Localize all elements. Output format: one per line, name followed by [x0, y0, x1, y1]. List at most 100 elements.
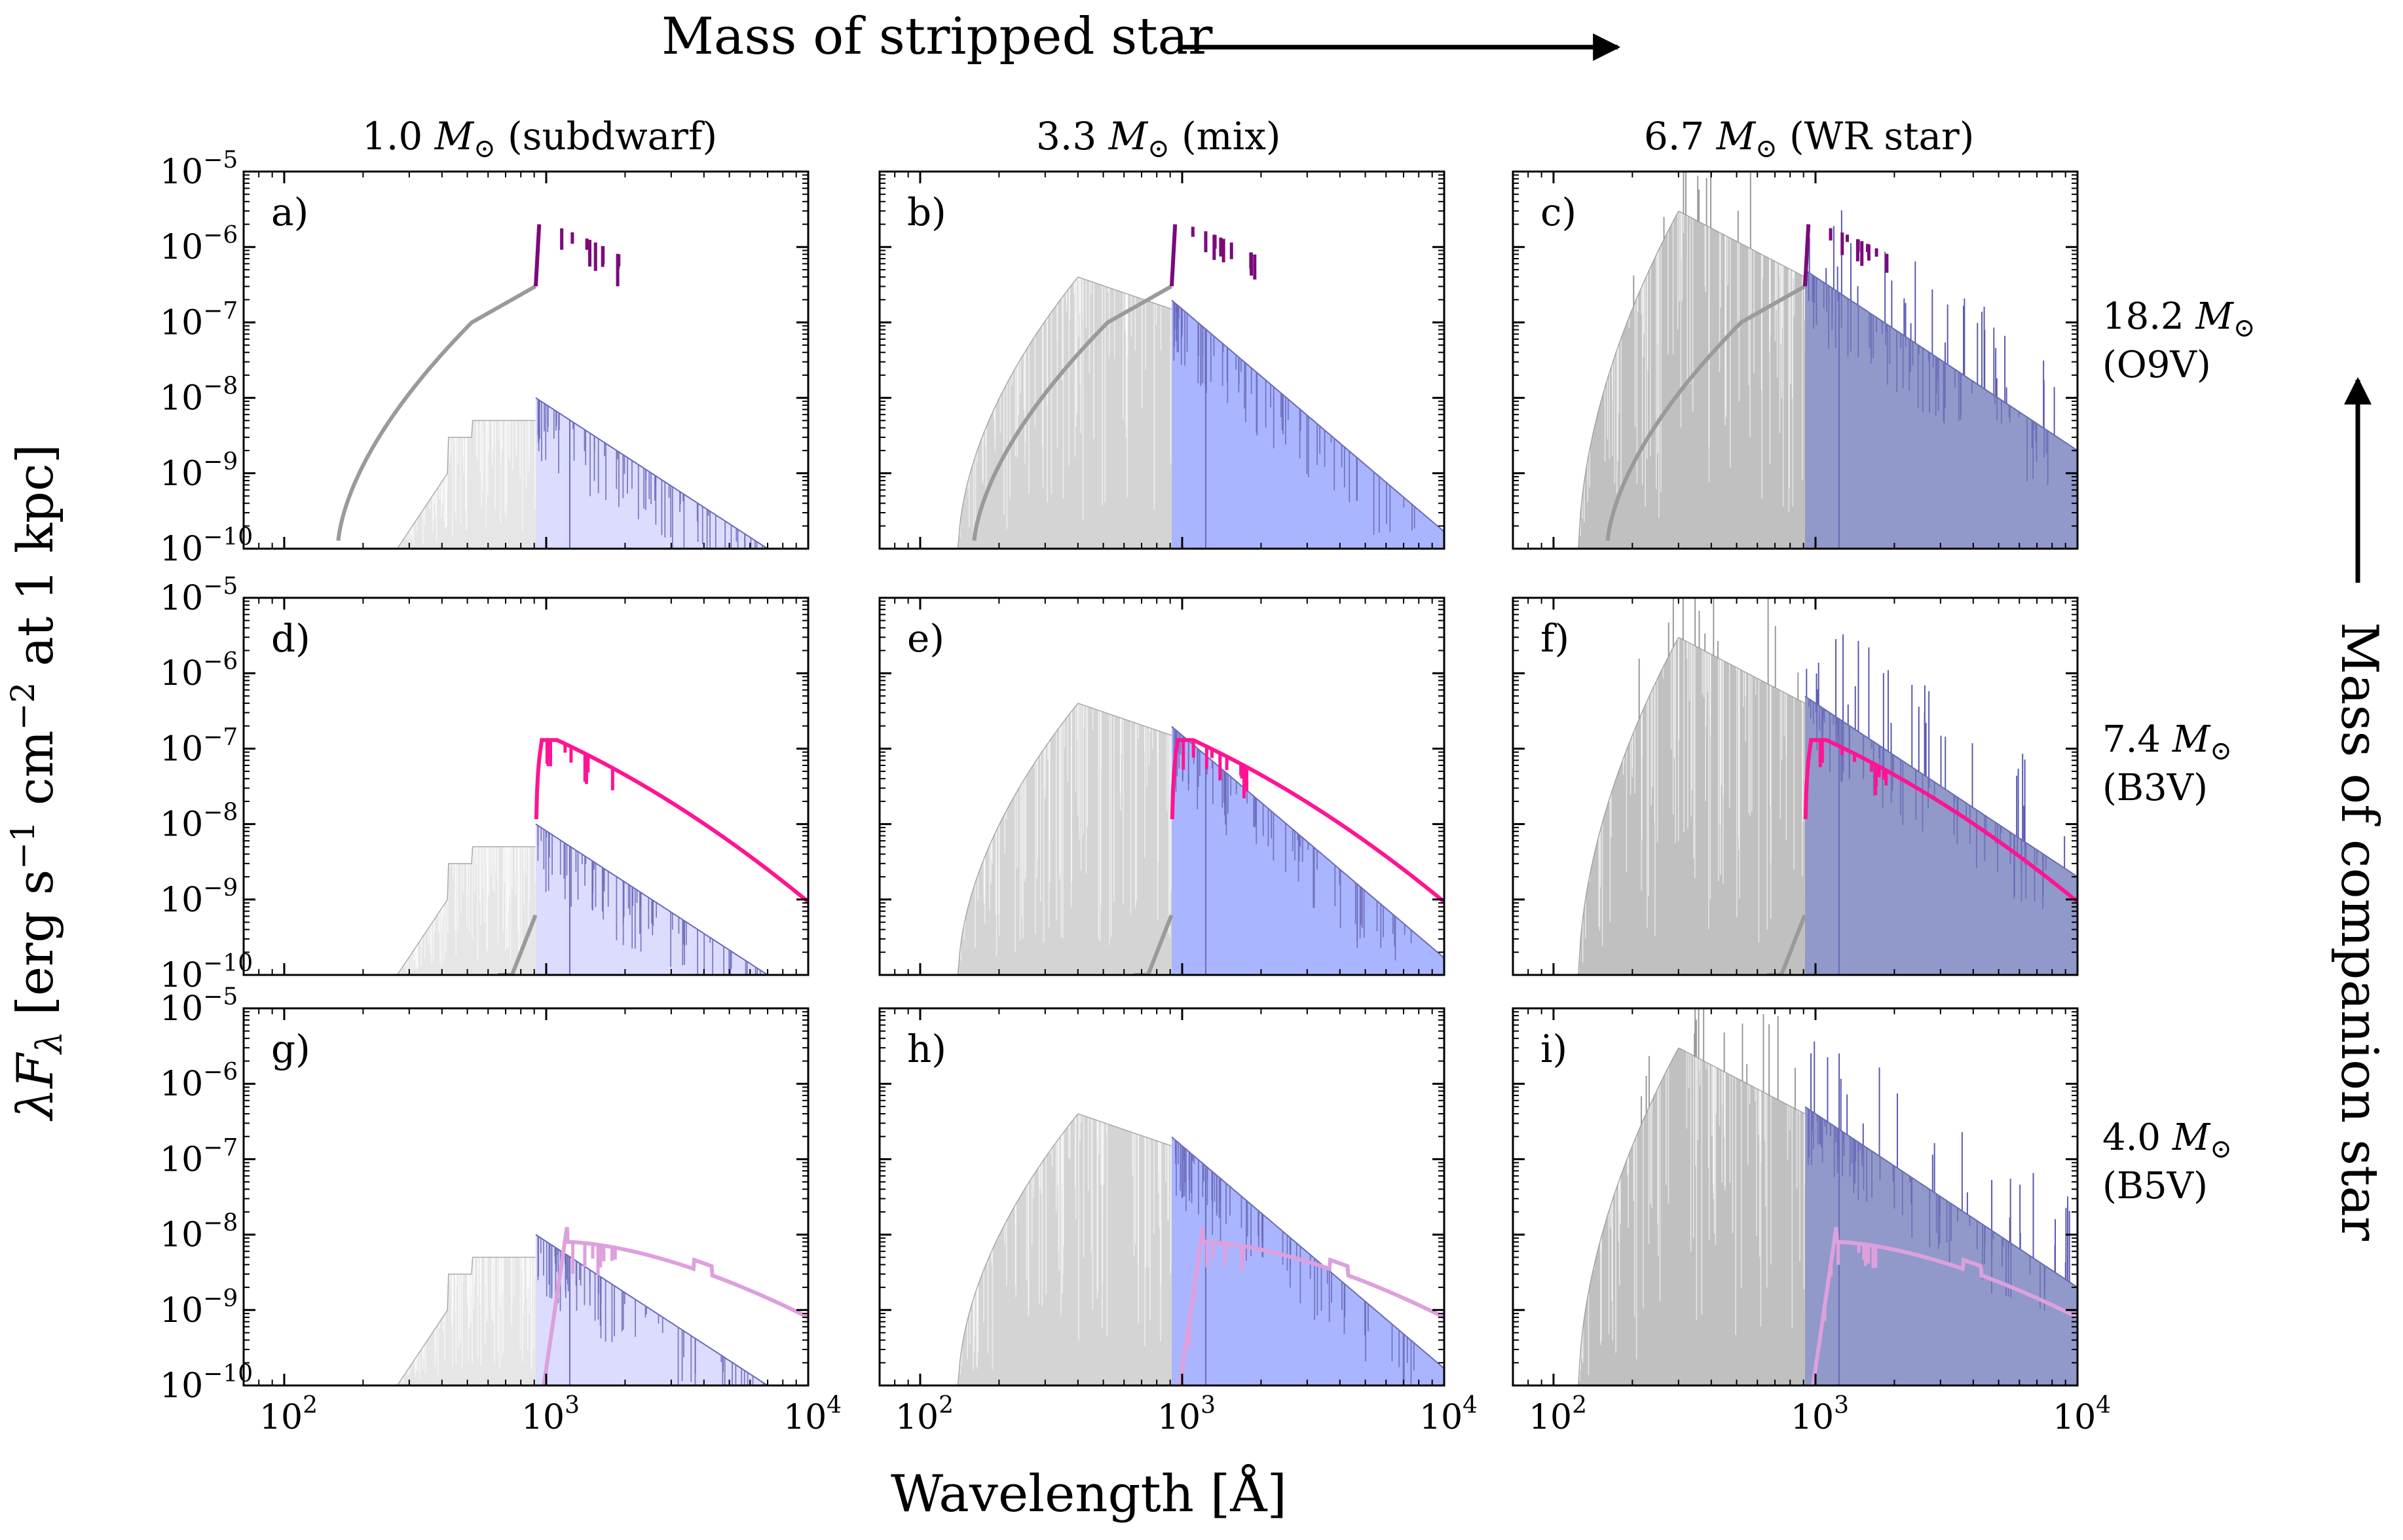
- panel-6: f): [1512, 596, 2079, 976]
- x-tick-label: 103: [1157, 1392, 1216, 1437]
- y-tick-label: 10−8: [160, 1210, 238, 1255]
- panel-label: f): [1540, 616, 1569, 661]
- stripped-star-line: [535, 397, 808, 549]
- y-tick-exp: −7: [203, 1134, 238, 1161]
- stripped-star-line: [535, 823, 808, 975]
- ylabel-rest3: at 1 kpc]: [6, 444, 64, 682]
- ylabel-rest2: cm: [6, 730, 64, 821]
- y-tick-exp: −6: [203, 648, 238, 675]
- y-tick-base: 10: [160, 1366, 203, 1406]
- stripped-euv-area: [1574, 1048, 1805, 1385]
- y-tick-label: 10−10: [160, 1361, 253, 1406]
- y-tick-exp: −8: [203, 799, 238, 826]
- stripped-euv-line: [392, 420, 536, 549]
- stripped-euv-line: [1574, 210, 1806, 549]
- panel-label: b): [907, 190, 946, 234]
- y-tick-label: 10−6: [160, 648, 238, 693]
- y-tick-exp: −9: [203, 875, 238, 902]
- column-headers: 1.0 M⊙ (subdwarf) 3.3 M⊙ (mix) 6.7 M⊙ (W…: [362, 114, 1974, 164]
- y-tick-base: 10: [160, 956, 203, 995]
- panel-label: c): [1540, 190, 1576, 234]
- panel-label: e): [907, 616, 944, 661]
- stripped-euv-line: [941, 703, 1172, 975]
- stripped-star-line: [1804, 695, 2077, 877]
- x-tick-exp: 2: [1572, 1392, 1587, 1419]
- panel-frame: [242, 170, 810, 550]
- x-tick-label: 103: [521, 1392, 580, 1437]
- y-tick-base: 10: [160, 303, 203, 342]
- stripped-star-line: [1804, 269, 2077, 451]
- column-header-2: 3.3 M⊙ (mix): [1036, 114, 1281, 164]
- x-tick-base: 10: [521, 1398, 565, 1437]
- x-tick-exp: 4: [1462, 1392, 1478, 1419]
- y-tick-base: 10: [160, 1140, 203, 1179]
- row-label-2-type: (B3V): [2102, 767, 2208, 809]
- ylabel-sup2: −2: [4, 682, 42, 731]
- x-tick-exp: 4: [2096, 1392, 2111, 1419]
- panel-label: g): [271, 1027, 310, 1071]
- x-tick-label: 102: [895, 1392, 954, 1437]
- y-tick-label: 10−10: [160, 950, 253, 995]
- x-tick-base: 10: [259, 1398, 303, 1437]
- y-tick-label: 10−8: [160, 799, 238, 845]
- y-tick-label: 10−7: [160, 1134, 238, 1179]
- y-tick-exp: −8: [203, 1210, 238, 1237]
- stripped-euv-line: [1574, 636, 1806, 975]
- companion-star-line: [1169, 224, 1178, 287]
- x-tick-label: 102: [259, 1392, 318, 1437]
- y-tick-base: 10: [160, 530, 203, 569]
- x-tick-base: 10: [1419, 1398, 1462, 1437]
- stripped-euv-line: [941, 1113, 1172, 1385]
- panel-5: e): [878, 596, 1445, 976]
- stripped-star-area: [1804, 270, 2077, 549]
- y-tick-label: 10−6: [160, 1059, 238, 1104]
- y-tick-label: 10−5: [160, 147, 238, 192]
- row-label-1-type: (O9V): [2102, 344, 2211, 386]
- ylabel-sub: λ: [29, 1031, 70, 1055]
- stripped-euv-line: [1574, 1047, 1806, 1385]
- row-label-1-mass: 18.2 M⊙: [2102, 295, 2255, 343]
- y-tick-label: 10−7: [160, 297, 238, 342]
- panel-2: b): [878, 170, 1445, 550]
- stripped-euv-area: [941, 277, 1172, 549]
- x-tick-exp: 3: [1201, 1392, 1216, 1419]
- companion-euv-line: [336, 284, 537, 541]
- ylabel-sup1: −1: [4, 821, 42, 870]
- row-label-3-mass: 4.0 M⊙: [2102, 1116, 2232, 1164]
- y-tick-label: 10−9: [160, 1285, 238, 1330]
- y-tick-label: 10−7: [160, 724, 238, 769]
- y-tick-base: 10: [160, 153, 203, 192]
- column-header-1: 1.0 M⊙ (subdwarf): [362, 114, 717, 164]
- panel-frame: [1512, 1007, 2079, 1387]
- top-label: Mass of stripped star: [661, 7, 1213, 66]
- y-tick-label: 10−9: [160, 449, 238, 494]
- stripped-euv-line: [392, 1256, 536, 1385]
- row-label-3-type: (B5V): [2102, 1165, 2208, 1207]
- y-tick-exp: −10: [203, 950, 253, 977]
- stripped-star-area: [1804, 1107, 2077, 1385]
- x-tick-base: 10: [1791, 1398, 1834, 1437]
- panel-label: d): [271, 616, 310, 661]
- y-tick-label: 10−6: [160, 222, 238, 267]
- y-tick-base: 10: [160, 379, 203, 418]
- stripped-star-line: [1171, 1136, 1444, 1369]
- x-tick-exp: 2: [303, 1392, 318, 1419]
- companion-euv-line: [972, 284, 1173, 541]
- companion-star-line: [1810, 1226, 2077, 1385]
- y-tick-label: 10−9: [160, 875, 238, 920]
- x-tick-label: 104: [783, 1392, 842, 1437]
- x-tick-label: 104: [2053, 1392, 2111, 1437]
- y-tick-base: 10: [160, 654, 203, 693]
- y-tick-base: 10: [160, 454, 203, 494]
- panel-label: a): [271, 190, 308, 234]
- y-tick-exp: −7: [203, 297, 238, 324]
- panel-frame: [1512, 170, 2079, 550]
- y-axis-label: λFλ [erg s−1 cm−2 at 1 kpc]: [4, 444, 70, 1122]
- y-tick-base: 10: [160, 228, 203, 267]
- companion-star-line: [1803, 738, 2077, 904]
- panel-label: h): [907, 1027, 946, 1071]
- x-tick-base: 10: [895, 1398, 939, 1437]
